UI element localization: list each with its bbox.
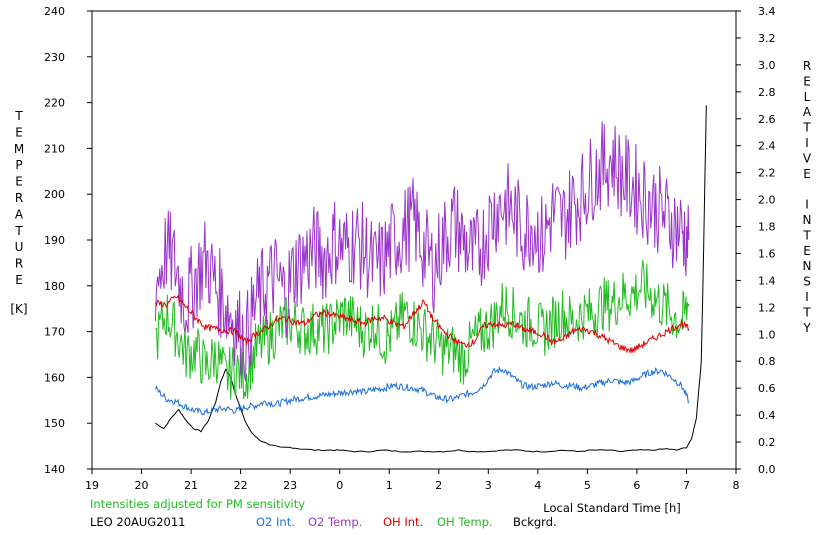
x-tick-label: 6 — [633, 479, 640, 492]
y-right-tick-label: 1.4 — [758, 274, 776, 287]
y-left-tick-label: 220 — [44, 97, 65, 110]
series-line-oh-int — [154, 294, 690, 355]
y-left-tick-label: 140 — [44, 463, 65, 476]
y-left-tick-label: 200 — [44, 188, 65, 201]
y-left-tick-label: 160 — [44, 371, 65, 384]
x-tick-label: 19 — [85, 479, 99, 492]
x-tick-label: 5 — [584, 479, 591, 492]
legend: O2 Int. O2 Temp. OH Int. OH Temp. Bckgrd. — [256, 515, 557, 529]
y-right-tick-label: 1.2 — [758, 301, 776, 314]
y-left-tick-label: 180 — [44, 280, 65, 293]
y-right-tick-label: 2.0 — [758, 194, 776, 207]
x-tick-label: 22 — [234, 479, 248, 492]
y-right-label-letter: E — [803, 167, 811, 181]
series-line-o2-int — [154, 365, 690, 416]
y-left-label-letter: E — [15, 175, 23, 189]
y-right-tick-label: 0.4 — [758, 409, 776, 422]
y-right-tick-label: 2.8 — [758, 86, 776, 99]
y-left-label-letter: E — [15, 273, 23, 287]
y-right-label-letter: S — [803, 275, 811, 289]
y-left-label-letter: M — [14, 142, 24, 156]
y-right-tick-label: 2.6 — [758, 113, 776, 126]
x-tick-label: 8 — [733, 479, 740, 492]
y-right-label-letter: L — [804, 90, 811, 104]
y-left-label-letter: A — [15, 207, 24, 221]
plot-frame — [91, 10, 737, 470]
y-right-tick-label: 0.8 — [758, 355, 776, 368]
y-right-tick-label: 0.6 — [758, 382, 776, 395]
x-axis: 19 20 21 22 23 0 1 2 3 4 5 6 7 8 — [85, 469, 740, 492]
legend-entry-o2-temp: O2 Temp. — [308, 515, 362, 529]
series-line-oh-temp — [155, 259, 690, 400]
y-right-label-letter: T — [802, 121, 811, 135]
y-left-label-letter: P — [15, 158, 22, 172]
sensitivity-note: Intensities adjusted for PM sensitivity — [90, 497, 305, 511]
series-line-bckgrd — [155, 105, 707, 453]
x-tick-label: 3 — [485, 479, 492, 492]
x-tick-label: 23 — [283, 479, 297, 492]
y-right-tick-label: 2.2 — [758, 167, 776, 180]
x-tick-label: 2 — [435, 479, 442, 492]
y-axis-right: 0.0 0.2 0.4 0.6 0.8 1.0 1.2 1.4 1.6 1.8 2.0 2.2 2.4 2… — [736, 5, 776, 476]
y-left-tick-label: 210 — [44, 142, 65, 155]
legend-entry-o2-int: O2 Int. — [256, 515, 295, 529]
y-left-label-letter: T — [14, 224, 23, 238]
y-right-label-letter: E — [803, 74, 811, 88]
y-right-tick-label: 3.2 — [758, 32, 776, 45]
x-tick-label: 0 — [336, 479, 343, 492]
legend-entry-bckgrd: Bckgrd. — [513, 515, 557, 529]
y-left-tick-label: 230 — [44, 51, 65, 64]
x-axis-label: Local Standard Time [h] — [543, 501, 681, 515]
y-right-tick-label: 0.0 — [758, 463, 776, 476]
y-right-label-letter: T — [802, 228, 811, 242]
y-right-label-letter: I — [805, 136, 809, 150]
site-date-label: LEO 20AUG2011 — [90, 515, 185, 529]
y-right-label-letter: A — [803, 105, 812, 119]
x-tick-label: 21 — [184, 479, 198, 492]
y-right-tick-label: 1.0 — [758, 328, 776, 341]
legend-entry-oh-temp: OH Temp. — [437, 515, 493, 529]
y-right-label-letter: I — [805, 198, 809, 212]
series-line-o2-temp — [154, 121, 690, 382]
y-right-label-letter: N — [803, 213, 812, 227]
y-right-tick-label: 3.4 — [758, 5, 776, 18]
y-left-tick-label: 240 — [44, 5, 65, 18]
y-axis-left: 140 150 160 170 180 190 200 210 220 230 240 — [44, 5, 92, 476]
y-left-tick-label: 170 — [44, 326, 65, 339]
y-axis-left-unit: [K] — [10, 302, 27, 316]
y-right-label-letter: V — [803, 151, 812, 165]
y-left-label-letter: R — [15, 257, 23, 271]
x-tick-label: 4 — [534, 479, 541, 492]
y-right-tick-label: 0.2 — [758, 436, 776, 449]
y-right-label-letter: N — [803, 259, 812, 273]
x-tick-label: 20 — [135, 479, 149, 492]
y-right-label-letter: R — [803, 59, 811, 73]
y-right-label-letter: I — [805, 290, 809, 304]
x-tick-label: 7 — [683, 479, 690, 492]
y-left-tick-label: 150 — [44, 417, 65, 430]
y-left-label-letter: T — [14, 109, 23, 123]
x-tick-label: 1 — [386, 479, 393, 492]
y-left-label-letter: E — [15, 125, 23, 139]
legend-entry-oh-int: OH Int. — [383, 515, 423, 529]
y-right-label-letter: T — [802, 305, 811, 319]
y-right-tick-label: 3.0 — [758, 59, 776, 72]
series-layer — [154, 105, 707, 453]
y-right-tick-label: 1.8 — [758, 221, 776, 234]
y-right-tick-label: 2.4 — [758, 140, 776, 153]
y-left-tick-label: 190 — [44, 234, 65, 247]
y-right-label-letter: E — [803, 244, 811, 258]
y-right-tick-label: 1.6 — [758, 247, 776, 260]
y-right-label-letter: Y — [802, 321, 811, 335]
y-left-label-letter: U — [15, 240, 24, 254]
y-left-label-letter: R — [15, 191, 23, 205]
